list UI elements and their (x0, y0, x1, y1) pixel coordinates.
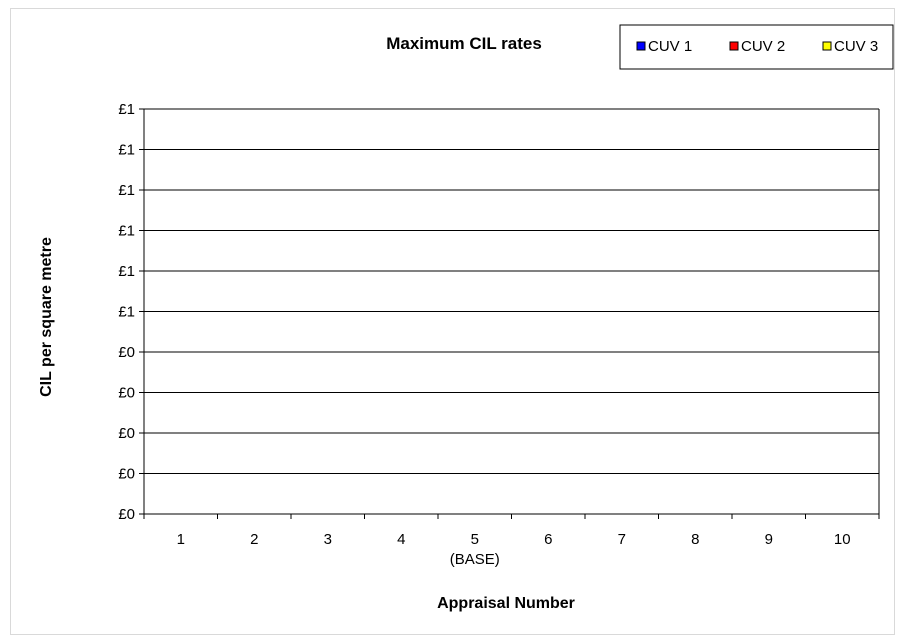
x-tick-label: 1 (177, 531, 185, 548)
y-tick-label: £0 (118, 466, 135, 483)
chart-svg: Maximum CIL rates Appraisal Number CIL p… (38, 24, 894, 612)
legend: CUV 1 CUV 2 CUV 3 (619, 24, 894, 70)
legend-swatch (636, 41, 646, 51)
chart-title: Maximum CIL rates (386, 34, 542, 53)
legend-label: CUV 3 (834, 38, 878, 55)
y-tick-label: £1 (118, 182, 135, 199)
x-tick-label: 3 (324, 531, 332, 548)
plot-area: £1 £1 £1 £1 £1 £1 £0 £0 £0 £0 £0 1 2 3 4 5 (BASE) 6 7 8 9 10 (118, 101, 880, 568)
y-tick-label: £0 (118, 506, 135, 523)
chart-container: Maximum CIL rates Appraisal Number CIL p… (10, 8, 895, 635)
x-tick-sublabel: (BASE) (450, 551, 500, 568)
x-tick-label: 7 (618, 531, 626, 548)
x-tick-label: 9 (765, 531, 773, 548)
legend-label: CUV 2 (741, 38, 785, 55)
legend-box (619, 24, 894, 70)
y-tick-label: £1 (118, 304, 135, 321)
legend-label: CUV 1 (648, 38, 692, 55)
legend-swatch (822, 41, 832, 51)
y-tick-label: £1 (118, 263, 135, 280)
x-tick-label: 10 (834, 531, 851, 548)
x-tick-label: 8 (691, 531, 699, 548)
x-tick-label: 2 (250, 531, 258, 548)
y-tick-label: £1 (118, 101, 135, 118)
x-tick-label: 4 (397, 531, 405, 548)
legend-swatch (729, 41, 739, 51)
y-tick-label: £0 (118, 385, 135, 402)
y-tick-label: £1 (118, 223, 135, 240)
y-tick-label: £1 (118, 142, 135, 159)
x-tick-label: 5 (471, 531, 479, 548)
y-tick-label: £0 (118, 344, 135, 361)
x-tick-label: 6 (544, 531, 552, 548)
x-axis-title: Appraisal Number (437, 595, 575, 612)
y-axis-title: CIL per square metre (38, 237, 55, 397)
y-tick-label: £0 (118, 425, 135, 442)
